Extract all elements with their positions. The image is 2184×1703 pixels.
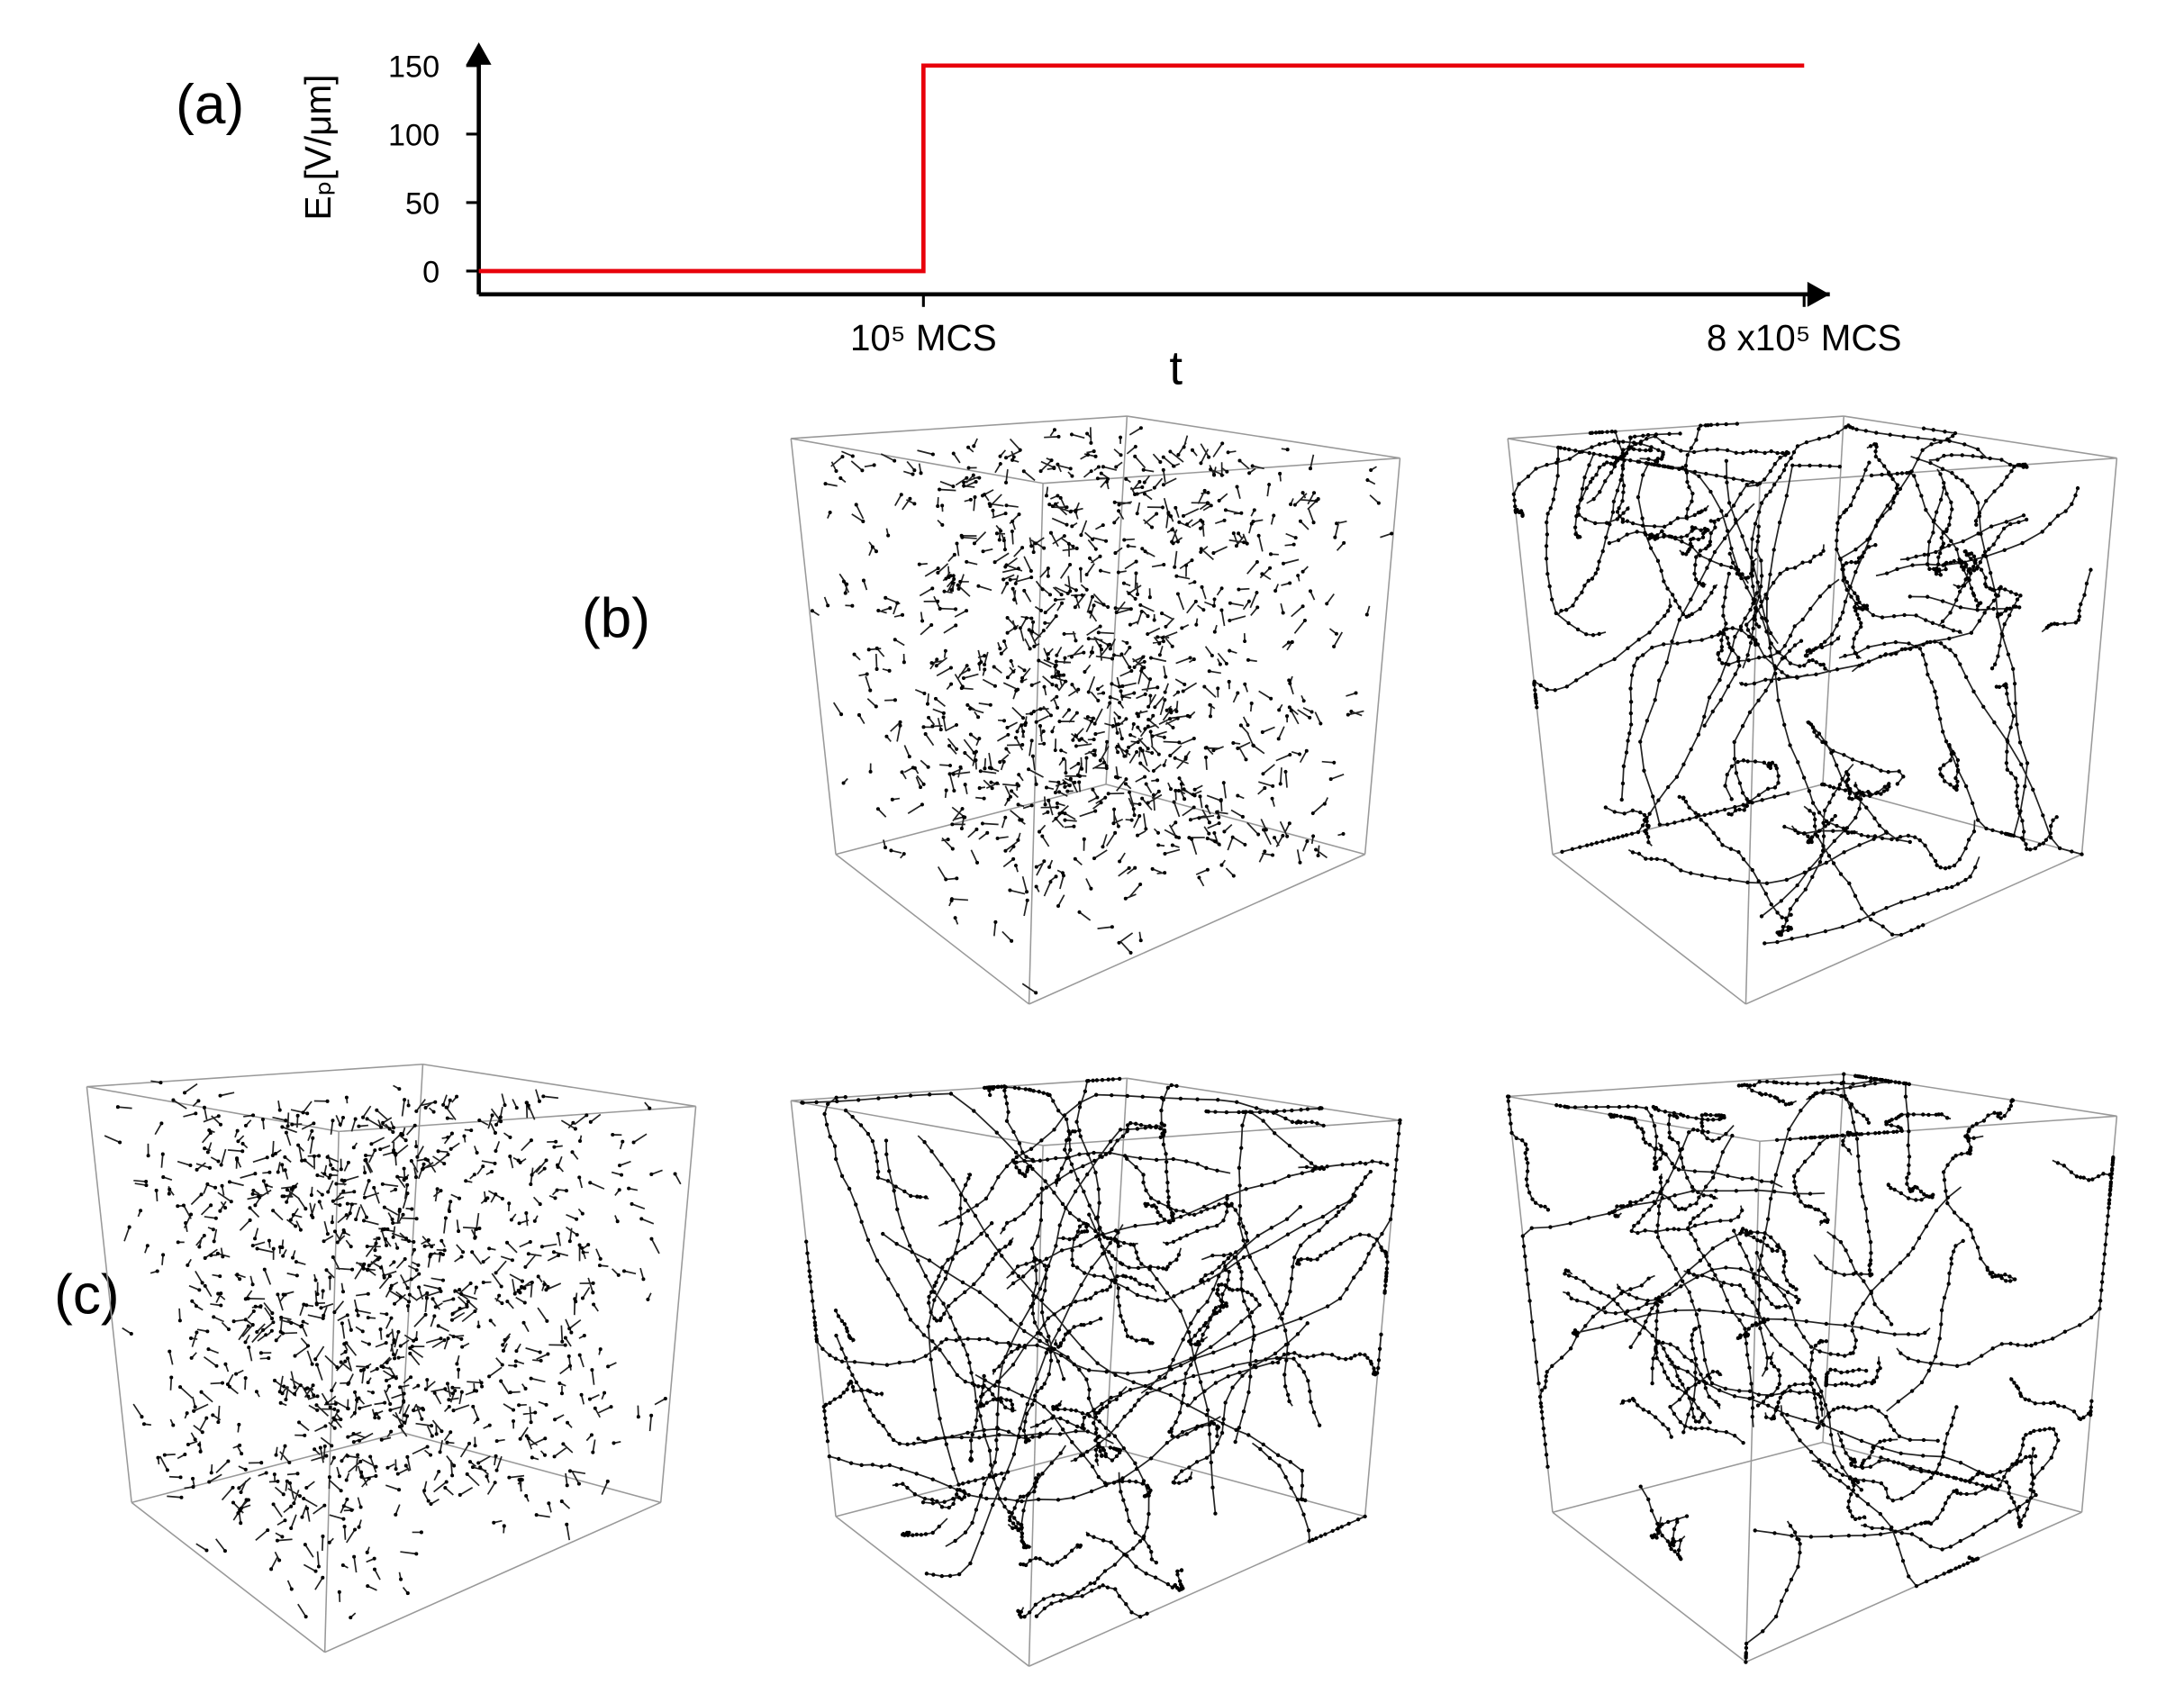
cube-edge	[1127, 1077, 1400, 1121]
y-axis-arrow	[466, 42, 492, 65]
cube-edge	[791, 415, 1128, 439]
x-axis-title: t	[1169, 341, 1183, 394]
cube-edge	[86, 1086, 132, 1503]
cube-edge	[1552, 853, 1746, 1005]
cube-edge	[339, 1105, 696, 1133]
y-axis-title: Eₚ[V/μm]	[297, 75, 339, 221]
dipole-segments	[104, 1080, 682, 1618]
cube-edge	[131, 1431, 403, 1504]
series-line	[478, 63, 1805, 274]
cube-edge	[2080, 457, 2118, 855]
cube-edge	[1822, 416, 1845, 784]
cube-edge	[401, 1431, 661, 1504]
simulation-snapshots	[86, 415, 2118, 1667]
cube-edge	[1364, 457, 1401, 855]
cube-edge	[835, 1516, 1030, 1667]
dipole-segments	[811, 427, 1392, 994]
panel-label: (b)	[582, 588, 650, 650]
x-tick-label: 8 x10⁵ MCS	[1707, 317, 1902, 358]
cube-edge	[659, 1106, 697, 1503]
y-tick-label: 150	[388, 50, 440, 84]
cube-edge	[1844, 415, 2117, 459]
cube-edge	[835, 784, 1107, 856]
cube-edge	[1508, 1073, 1844, 1098]
x-tick-label: 10⁵ MCS	[850, 317, 997, 358]
cube-edge	[1028, 1145, 1044, 1667]
dipole-segments	[802, 1078, 1401, 1618]
x-axis-arrow	[1807, 281, 1830, 307]
cube-edge	[791, 438, 1044, 485]
cube-edge	[1552, 1441, 1824, 1513]
cube-edge	[791, 1100, 1044, 1146]
cube-edge	[1043, 1119, 1400, 1146]
dipole-segments	[1507, 1073, 2115, 1662]
cube-edge	[86, 1064, 423, 1088]
cube-edge	[422, 1064, 696, 1108]
cube-edge	[835, 853, 1030, 1005]
dipole-dots	[1506, 1072, 2116, 1664]
y-tick-label: 0	[422, 255, 440, 289]
cube-edge	[1029, 853, 1365, 1005]
cube-edge	[1105, 784, 1365, 856]
panel-label: (a)	[176, 74, 244, 136]
cube-edge	[324, 1501, 662, 1653]
y-tick-label: 50	[405, 186, 440, 221]
dipole-dots	[1511, 421, 2093, 946]
cube-edge	[1552, 1511, 1746, 1663]
cube-edge	[1744, 483, 1761, 1004]
cube-edge	[1508, 415, 1844, 439]
cube-edge	[1745, 1511, 2082, 1663]
y-tick-label: 100	[388, 118, 440, 152]
cube-edge	[1127, 415, 1400, 459]
cube-edge	[790, 438, 837, 855]
dipole-dots	[800, 1076, 1402, 1619]
cube-edge	[131, 1501, 326, 1653]
dipole-dots	[115, 1081, 677, 1620]
cube-edge	[1028, 483, 1044, 1004]
